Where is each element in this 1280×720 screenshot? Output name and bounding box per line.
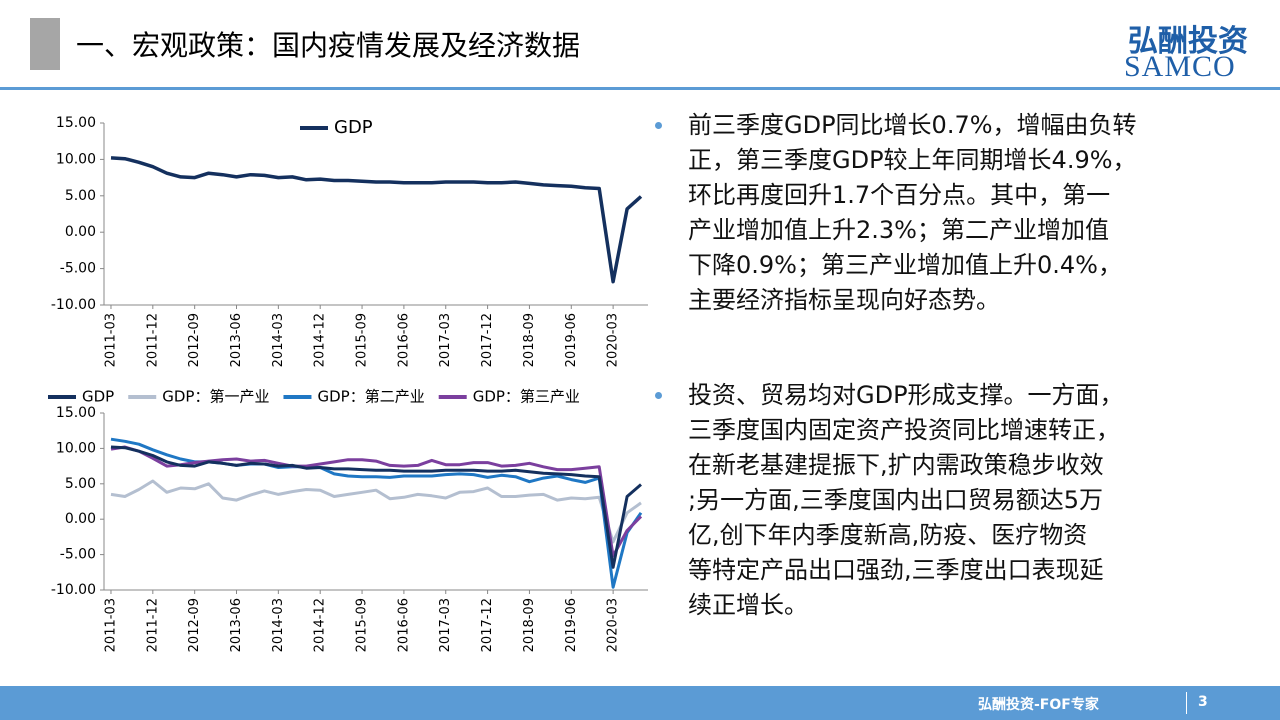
y-tick-label: 5.00 [65,476,96,492]
footer-bar [0,686,1280,720]
x-tick-label: 2018-09 [522,598,537,652]
bullet-line: 等特定产品出口强劲,三季度出口表现延 [688,556,1104,584]
legend-label: GDP：第三产业 [473,388,580,406]
bullet-line: 产业增加值上升2.3%；第二产业增加值 [688,216,1109,244]
bullet-line: 前三季度GDP同比增长0.7%，增幅由负转 [688,111,1137,139]
x-tick-label: 2016-06 [396,313,411,367]
bullet-line: 环比再度回升1.7个百分点。其中，第一 [688,181,1111,209]
y-tick-label: -5.00 [60,547,96,563]
y-tick-label: 10.00 [56,151,96,167]
bullet-line: 主要经济指标呈现向好态势。 [688,286,1000,314]
bullet-dot [655,392,662,399]
legend-label: GDP [334,117,373,138]
x-tick-label: 2015-09 [355,313,370,367]
y-tick-label: 0.00 [65,224,96,240]
x-tick-label: 2015-09 [355,598,370,652]
x-tick-label: 2013-06 [229,313,244,367]
series-line [110,445,642,569]
bullet-dot [655,122,662,129]
y-tick-label: -5.00 [60,261,96,277]
x-tick-label: 2014-12 [313,598,328,652]
series-line [110,479,642,544]
chart-gdp: -10.00 -5.00 0.00 5.00 10.00 15.00 2011-03 2011… [51,115,648,367]
x-tick-label: 2014-12 [313,313,328,367]
x-tick-label: 2014-03 [271,598,286,652]
legend-label: GDP [82,388,114,406]
x-tick-label: 2020-03 [606,313,621,367]
x-tick-label: 2011-12 [145,313,160,367]
header-rule [0,87,1280,90]
series-line [110,156,643,284]
bullet-line: 三季度国内固定资产投资同比增速转正， [688,416,1120,444]
y-tick-label: 15.00 [56,405,96,421]
logo-cn: 弘酬投资 [1128,24,1248,59]
header-block [30,18,60,70]
x-tick-label: 2016-06 [396,598,411,652]
x-tick-label: 2014-03 [271,313,286,367]
chart-industries: -10.00 -5.00 0.00 5.00 10.00 15.00 2011-03 2011… [48,388,648,652]
bullet-line: 亿,创下年内季度新高,防疫、医疗物资 [688,521,1088,549]
bullet-line: 在新老基建提振下,扩内需政策稳步收效 [688,451,1104,479]
y-tick-label: 0.00 [65,511,96,527]
x-tick-label: 2011-03 [103,313,118,367]
y-tick-label: 5.00 [65,188,96,204]
slide-title: 一、宏观政策：国内疫情发展及经济数据 [76,29,581,62]
legend-label: GDP：第一产业 [162,388,269,406]
series-line [110,445,643,558]
x-tick-label: 2017-03 [438,598,453,652]
x-tick-label: 2017-03 [438,313,453,367]
x-tick-label: 2011-03 [103,598,118,652]
x-tick-label: 2013-06 [229,598,244,652]
y-tick-label: -10.00 [51,582,96,598]
bullet-line: 续正增长。 [688,591,808,619]
y-tick-label: -10.00 [51,297,96,313]
logo-en: SAMCO [1124,50,1236,83]
x-tick-label: 2019-06 [564,598,579,652]
legend-label: GDP：第二产业 [317,388,424,406]
x-tick-label: 2012-09 [187,313,202,367]
x-tick-label: 2017-12 [480,598,495,652]
bullet-line: 下降0.9%；第三产业增加值上升0.4%， [688,251,1122,279]
x-tick-label: 2011-12 [145,598,160,652]
footer-text: 弘酬投资-FOF专家 [978,697,1099,713]
y-tick-label: 15.00 [56,115,96,131]
x-tick-label: 2017-12 [480,313,495,367]
page-number: 3 [1198,694,1208,710]
bullet-line: ;另一方面,三季度国内出口贸易额达5万 [688,486,1103,514]
y-tick-label: 10.00 [56,440,96,456]
x-tick-label: 2018-09 [522,313,537,367]
bullet-line: 正，第三季度GDP较上年同期增长4.9%， [688,146,1137,174]
x-tick-label: 2012-09 [187,598,202,652]
x-tick-label: 2020-03 [606,598,621,652]
bullet-line: 投资、贸易均对GDP形成支撑。一方面， [688,381,1124,409]
x-tick-label: 2019-06 [564,313,579,367]
footer-sep [1186,692,1187,714]
